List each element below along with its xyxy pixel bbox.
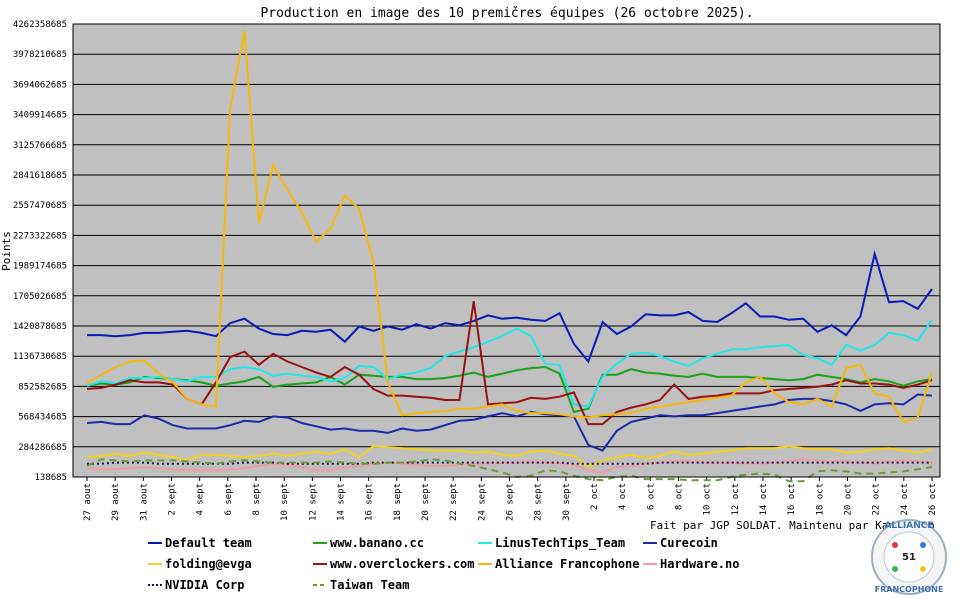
x-tick-label: 16 sept — [365, 483, 375, 521]
logo-text-top: ALLIANCE — [884, 521, 933, 531]
y-tick-label: 1989174685 — [13, 262, 67, 272]
chart-title: Production en image des 10 premičres équ… — [260, 6, 753, 21]
x-tick-label: 4 oct — [618, 483, 628, 510]
x-tick-label: 20 oct — [844, 483, 854, 516]
gridlines — [73, 53, 940, 448]
y-axis-title: Points — [0, 231, 13, 271]
y-tick-label: 3125766685 — [13, 141, 67, 151]
x-tick-label: 27 aout — [83, 483, 93, 521]
x-tick-label: 10 sept — [280, 483, 290, 521]
series-line-4 — [86, 445, 933, 469]
x-tick-label: 10 oct — [703, 483, 713, 516]
series-line-3 — [86, 393, 933, 452]
logo-number: 51 — [902, 552, 916, 563]
x-tick-label: 22 sept — [449, 483, 459, 521]
alliance-francophone-logo: ALLIANCE FRANCOPHONE 51 — [871, 519, 947, 595]
x-tick-label: 18 oct — [815, 483, 825, 516]
series-line-8 — [87, 461, 932, 465]
y-tick-label: 1705026685 — [13, 292, 67, 302]
x-tick-label: 2 oct — [590, 483, 600, 510]
x-tick-label: 6 sept — [224, 483, 234, 516]
y-tick-label: 3694062685 — [13, 80, 67, 90]
legend-label-1: www.banano.cc — [330, 536, 424, 550]
series-line-7 — [86, 458, 933, 474]
x-tick-label: 24 oct — [900, 483, 910, 516]
x-tick-label: 20 sept — [421, 483, 431, 521]
x-tick-label: 12 sept — [308, 483, 318, 521]
x-axis-ticks: 27 aout 29 aout 31 aout 2 sept 4 sept 6 sept 8… — [83, 477, 938, 521]
x-tick-label: 16 oct — [787, 483, 797, 516]
y-tick-label: 852582685 — [18, 382, 67, 392]
legend-label-5: www.overclockers.com — [330, 557, 475, 571]
y-tick-label: 3409914685 — [13, 111, 67, 121]
x-tick-label: 2 sept — [168, 483, 178, 516]
legend-label-7: Hardware.no — [660, 557, 739, 571]
y-tick-label: 2841618685 — [13, 171, 67, 181]
y-axis-ticks: 138685 284286685 568434685 852582685 1136730… — [13, 20, 67, 483]
x-tick-label: 30 sept — [562, 483, 572, 521]
series-line-6 — [86, 30, 933, 424]
x-tick-label: 14 sept — [337, 483, 347, 521]
y-tick-label: 4262358685 — [13, 20, 67, 30]
series-line-1 — [86, 365, 933, 414]
y-tick-label: 1420878685 — [13, 322, 67, 332]
logo-text-bottom: FRANCOPHONE — [875, 585, 944, 594]
series-line-9 — [86, 458, 933, 483]
x-tick-label: 22 oct — [872, 483, 882, 516]
y-tick-label: 1136730685 — [13, 352, 67, 362]
y-tick-label: 3978210685 — [13, 50, 67, 60]
series-lines — [86, 30, 933, 483]
legend-label-9: Taiwan Team — [330, 578, 409, 592]
x-tick-label: 26 sept — [506, 483, 516, 521]
x-tick-label: 14 oct — [759, 483, 769, 516]
credit-text: Fait par JGP SOLDAT. Maintenu par Kana-c… — [650, 519, 935, 532]
y-tick-label: 2273322685 — [13, 231, 67, 241]
plot-area — [73, 24, 940, 477]
legend-label-4: folding@evga — [165, 557, 252, 571]
legend-label-3: Curecoin — [660, 536, 718, 550]
series-line-0 — [87, 249, 933, 364]
legend-label-6: Alliance Francophone — [495, 557, 640, 571]
legend-label-8: NVIDIA Corp — [165, 578, 244, 592]
y-tick-label: 138685 — [34, 473, 67, 483]
x-tick-label: 18 sept — [393, 483, 403, 521]
y-tick-label: 284286685 — [18, 443, 67, 453]
y-tick-label: 2557470685 — [13, 201, 67, 211]
series-line-5 — [86, 300, 933, 426]
x-tick-label: 29 aout — [111, 483, 121, 521]
y-tick-label: 568434685 — [18, 413, 67, 423]
legend-label-2: LinusTechTips_Team — [495, 536, 625, 551]
x-tick-label: 26 oct — [928, 483, 938, 516]
x-tick-label: 8 oct — [675, 483, 685, 510]
legend-label-0: Default team — [165, 536, 252, 550]
x-tick-label: 24 sept — [477, 483, 487, 521]
series-line-2 — [86, 319, 933, 408]
legend: Default team www.banano.cc LinusTechTips_T… — [148, 536, 739, 592]
x-tick-label: 8 sept — [252, 483, 262, 516]
x-tick-label: 28 sept — [534, 483, 544, 521]
x-tick-label: 31 aout — [139, 483, 149, 521]
plot-frame — [72, 23, 941, 478]
x-tick-label: 6 oct — [646, 483, 656, 510]
x-tick-label: 4 sept — [196, 483, 206, 516]
x-tick-label: 12 oct — [731, 483, 741, 516]
